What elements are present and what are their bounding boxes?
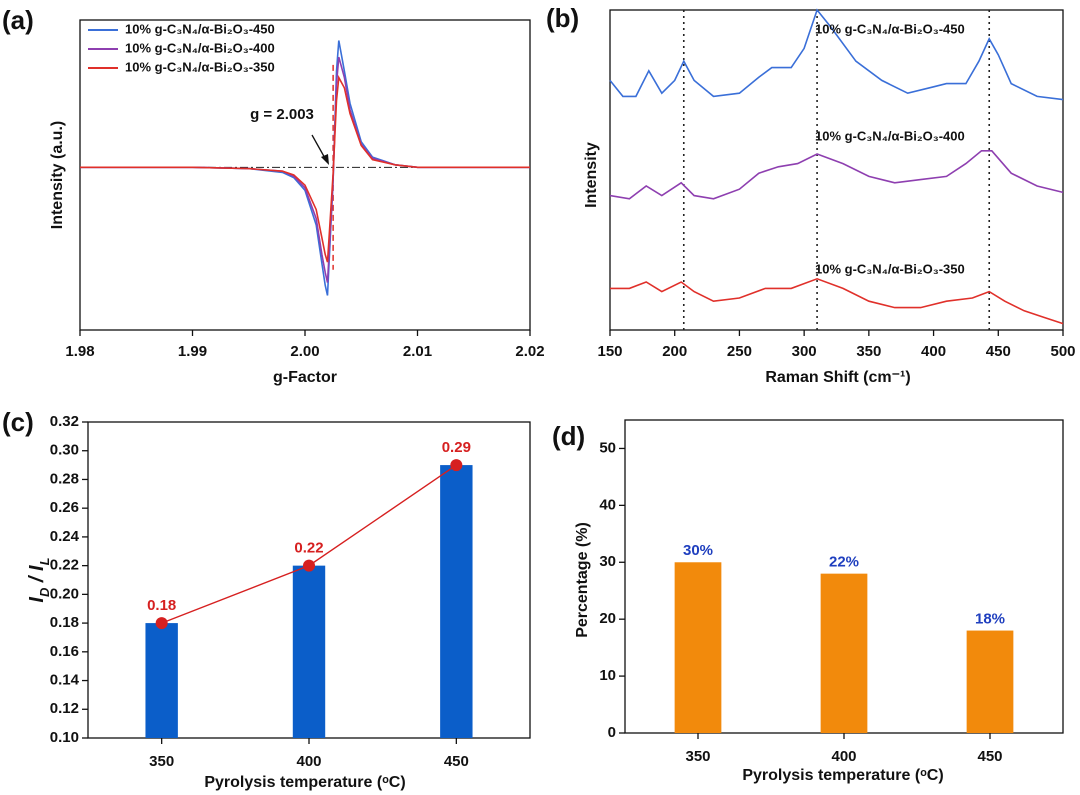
x-tick-label: 2.01: [403, 343, 432, 360]
y-axis-label-part: D: [37, 587, 52, 597]
y-tick-label: 0.20: [50, 585, 79, 602]
legend-label: 10% g-C₃N₄/α-Bi₂O₃-350: [125, 59, 275, 74]
series-label: 10% g-C₃N₄/α-Bi₂O₃-350: [815, 261, 965, 276]
bar: [145, 623, 178, 738]
y-tick-label: 0.30: [50, 442, 79, 459]
y-tick-label: 0.18: [50, 614, 79, 631]
x-tick-label: 2.00: [290, 343, 319, 360]
x-tick-label: 200: [662, 343, 687, 360]
x-tick-label: 400: [831, 748, 856, 765]
x-tick-label: 400: [921, 343, 946, 360]
y-axis-label: Intensity: [583, 142, 600, 208]
x-tick-label: 350: [149, 753, 174, 770]
y-axis-label-part: / I: [26, 565, 48, 588]
y-tick-label: 0.16: [50, 643, 79, 660]
legend-label: 10% g-C₃N₄/α-Bi₂O₃-450: [125, 21, 275, 36]
series-label: 10% g-C₃N₄/α-Bi₂O₃-450: [815, 21, 965, 36]
trend-marker: [155, 617, 168, 630]
y-axis-label-part: I: [26, 597, 48, 603]
panel-label: (d): [552, 421, 585, 451]
panel-label: (c): [2, 407, 34, 437]
y-tick-label: 40: [599, 496, 616, 513]
x-tick-label: 150: [597, 343, 622, 360]
bar: [292, 565, 326, 738]
annotation-arrowhead: [321, 154, 329, 165]
y-tick-label: 0.24: [50, 528, 80, 545]
x-tick-label: 1.99: [178, 343, 207, 360]
x-tick-label: 300: [792, 343, 817, 360]
x-axis-label: Pyrolysis temperature (ᵒC): [204, 774, 405, 791]
bar-annotation: 30%: [683, 542, 713, 559]
y-tick-label: 0.12: [50, 700, 79, 717]
trend-marker: [303, 559, 315, 572]
x-axis-label: Raman Shift (cm⁻¹): [765, 369, 910, 386]
y-axis-label: Intensity (a.u.): [49, 121, 66, 229]
bar: [966, 630, 1014, 733]
x-tick-label: 2.02: [515, 343, 544, 360]
y-tick-label: 0.22: [50, 557, 79, 574]
bar-annotation: 22%: [829, 554, 859, 571]
x-tick-label: 350: [856, 343, 881, 360]
annotation: g = 2.003: [250, 106, 314, 123]
annotation-arrow: [311, 134, 327, 161]
y-tick-label: 0.32: [50, 413, 79, 430]
x-tick-label: 450: [977, 748, 1002, 765]
legend-label: 10% g-C₃N₄/α-Bi₂O₃-400: [125, 40, 275, 55]
series-label: 10% g-C₃N₄/α-Bi₂O₃-400: [815, 128, 965, 143]
bar: [674, 562, 722, 733]
data-label: 0.18: [147, 597, 176, 614]
x-tick-label: 350: [685, 748, 710, 765]
x-tick-label: 400: [296, 753, 321, 770]
x-tick-label: 450: [444, 753, 469, 770]
x-tick-label: 500: [1050, 343, 1075, 360]
series-line: [609, 8, 1064, 101]
data-label: 0.29: [442, 439, 471, 456]
y-tick-label: 20: [599, 610, 616, 627]
data-label: 0.22: [294, 540, 323, 557]
x-tick-label: 1.98: [65, 343, 94, 360]
plot-frame: [609, 9, 1064, 331]
y-tick-label: 50: [599, 439, 616, 456]
y-tick-label: 0.10: [50, 729, 79, 746]
bar-annotation: 18%: [975, 611, 1005, 628]
y-tick-label: 0.26: [50, 499, 79, 516]
y-axis-label: ID / IL: [26, 557, 52, 602]
series-line: [80, 74, 530, 263]
y-tick-label: 10: [599, 667, 616, 684]
y-axis-label-part: L: [37, 557, 52, 565]
y-tick-label: 0: [608, 724, 616, 741]
bar: [440, 465, 473, 738]
y-tick-label: 0.28: [50, 470, 79, 487]
y-tick-label: 30: [599, 553, 616, 570]
series-line: [80, 56, 530, 283]
panel-label: (b): [546, 3, 579, 33]
y-tick-label: 0.14: [50, 672, 80, 689]
y-axis-label: Percentage (%): [574, 522, 591, 638]
x-axis-label: Pyrolysis temperature (ᵒC): [742, 767, 943, 784]
x-axis-label: g-Factor: [273, 369, 337, 386]
panel-label: (a): [2, 5, 34, 35]
bar: [820, 573, 868, 733]
x-tick-label: 250: [727, 343, 752, 360]
trend-marker: [450, 459, 463, 472]
series-line: [609, 150, 1064, 200]
x-tick-label: 450: [986, 343, 1011, 360]
series-line: [610, 277, 1064, 325]
